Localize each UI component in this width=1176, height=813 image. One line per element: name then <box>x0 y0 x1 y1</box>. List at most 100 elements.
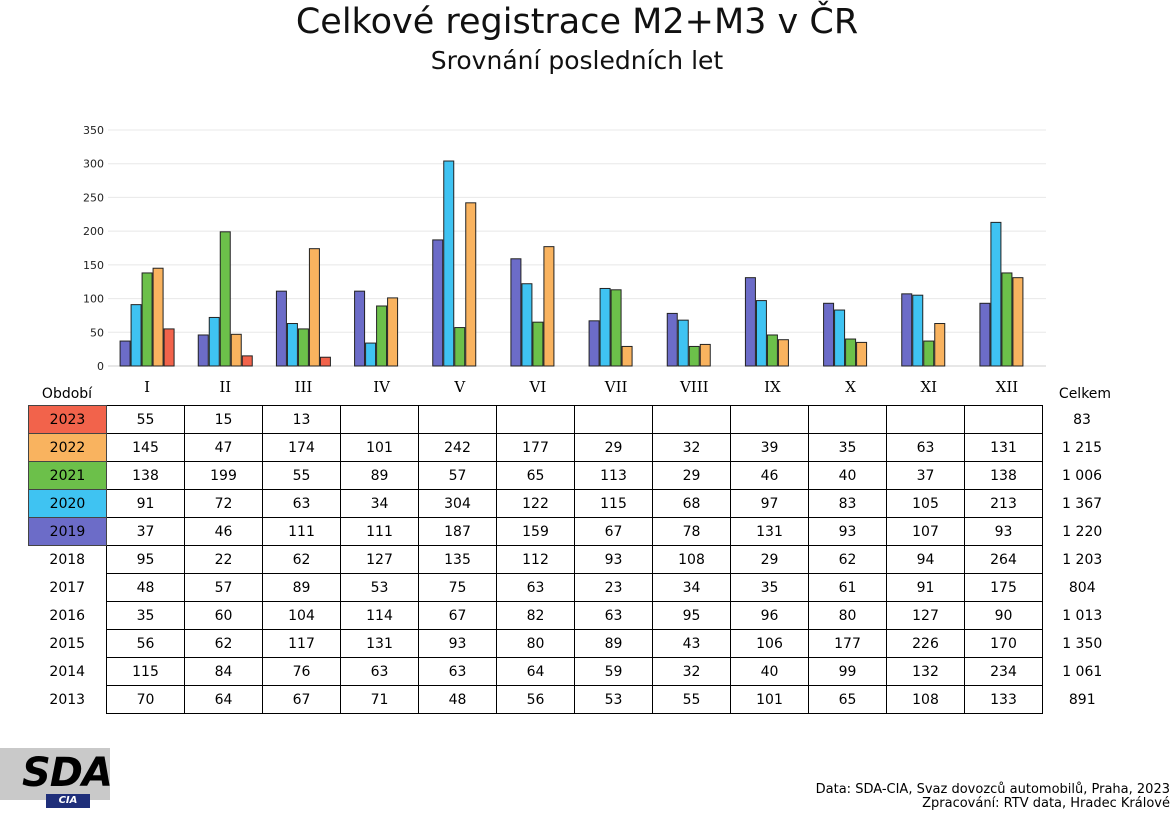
bar-2022-VII <box>621 345 633 367</box>
table-cell: 55 <box>106 405 185 434</box>
table-cell: 67 <box>262 685 341 714</box>
table-row: 2023 55 15 13 83 <box>28 405 1122 434</box>
table-cell: 93 <box>574 545 653 574</box>
table-cell: 170 <box>964 629 1043 658</box>
table-cell <box>652 405 731 434</box>
bar-2019-I <box>119 340 131 367</box>
row-year: 2017 <box>49 579 86 596</box>
bar-2022-IX <box>777 339 789 367</box>
row-year: 2020 <box>28 489 107 518</box>
x-tick-label: V <box>453 378 466 396</box>
table-cell: 37 <box>886 461 965 490</box>
table-cell: 95 <box>652 601 731 630</box>
table-cell <box>496 405 575 434</box>
table-cell: 84 <box>184 657 263 686</box>
data-table: 2023 55 15 13 83 2022 145 47 174 101 242 177 29 32 39 3… <box>28 405 1122 714</box>
table-cell: 226 <box>886 629 965 658</box>
y-tick-label: 100 <box>83 293 104 306</box>
bar-2023-I <box>163 328 175 367</box>
table-cell: 115 <box>106 657 185 686</box>
bar-2021-VI <box>532 321 544 367</box>
row-total: 1 350 <box>1062 635 1103 652</box>
table-cell <box>418 405 497 434</box>
row-year: 2022 <box>28 433 107 462</box>
y-tick-label: 250 <box>83 191 104 204</box>
bar-2020-V <box>443 160 455 367</box>
table-cell: 56 <box>496 685 575 714</box>
table-cell: 15 <box>184 405 263 434</box>
bar-2022-VI <box>543 246 555 367</box>
source-note: Data: SDA-CIA, Svaz dovozců automobilů, … <box>816 783 1170 811</box>
table-cell: 62 <box>808 545 887 574</box>
table-row: 2014 115 84 76 63 63 64 59 32 40 99 132 234 1 061 <box>29 657 1122 686</box>
table-cell: 40 <box>808 461 887 490</box>
table-cell: 89 <box>574 629 653 658</box>
table-row: 2019 37 46 111 111 187 159 67 78 131 93 107 93 1 220 <box>28 517 1122 546</box>
bar-2022-VIII <box>699 343 711 367</box>
table-cell: 71 <box>340 685 419 714</box>
table-cell: 199 <box>184 461 263 490</box>
table-cell: 99 <box>808 657 887 686</box>
table-cell: 89 <box>340 461 419 490</box>
table-cell: 23 <box>574 573 653 602</box>
period-header: Období <box>41 386 93 402</box>
row-total: 1 215 <box>1061 439 1103 456</box>
bar-2021-XI <box>923 340 935 367</box>
table-cell: 32 <box>652 433 731 462</box>
bar-2022-II <box>230 333 242 367</box>
y-tick-label: 0 <box>97 360 104 373</box>
table-cell: 63 <box>886 433 965 462</box>
table-cell: 105 <box>886 489 965 518</box>
x-tick-label: I <box>144 378 150 396</box>
bar-2019-III <box>275 290 287 367</box>
y-tick-label: 350 <box>83 124 104 137</box>
table-cell: 59 <box>574 657 653 686</box>
logo-subtext: CIA <box>46 794 90 808</box>
total-header: Celkem <box>1058 386 1112 402</box>
row-total: 1 203 <box>1062 551 1103 568</box>
table-cell: 43 <box>652 629 731 658</box>
bar-2020-VIII <box>677 319 689 367</box>
bar-2019-VI <box>510 258 522 367</box>
table-cell: 138 <box>106 461 185 490</box>
bar-2021-III <box>297 328 309 367</box>
table-cell: 65 <box>808 685 887 714</box>
row-year: 2016 <box>49 607 86 624</box>
table-cell: 174 <box>262 433 341 462</box>
table-cell: 108 <box>886 685 965 714</box>
table-cell: 62 <box>262 545 341 574</box>
table-cell: 131 <box>730 517 809 546</box>
bar-2023-II <box>241 355 253 367</box>
table-cell: 75 <box>418 573 497 602</box>
table-cell: 29 <box>730 545 809 574</box>
table-cell: 39 <box>730 433 809 462</box>
table-cell: 64 <box>496 657 575 686</box>
table-cell: 32 <box>652 657 731 686</box>
row-total: 891 <box>1068 691 1096 708</box>
table-cell: 35 <box>106 601 185 630</box>
table-cell: 145 <box>106 433 185 462</box>
table-cell: 264 <box>964 545 1043 574</box>
table-cell: 82 <box>496 601 575 630</box>
table-cell: 80 <box>808 601 887 630</box>
table-cell: 40 <box>730 657 809 686</box>
bar-2019-V <box>432 239 444 367</box>
row-total: 1 013 <box>1062 607 1103 624</box>
table-cell: 67 <box>574 517 653 546</box>
source-line-data: Data: SDA-CIA, Svaz dovozců automobilů, … <box>815 782 1170 797</box>
table-cell: 113 <box>574 461 653 490</box>
table-row: 2013 70 64 67 71 48 56 53 55 101 65 108 133 891 <box>29 685 1122 714</box>
bar-2021-IV <box>376 305 388 367</box>
table-cell <box>886 405 965 434</box>
table-cell: 91 <box>106 489 185 518</box>
x-tick-label: IX <box>764 378 781 396</box>
table-cell: 112 <box>496 545 575 574</box>
table-cell: 55 <box>652 685 731 714</box>
table-cell: 242 <box>418 433 497 462</box>
table-row: 2018 95 22 62 127 135 112 93 108 29 62 94 264 1 203 <box>29 545 1122 574</box>
table-cell: 90 <box>964 601 1043 630</box>
bar-2022-XI <box>934 323 946 367</box>
table-cell: 57 <box>418 461 497 490</box>
table-row: 2016 35 60 104 114 67 82 63 95 96 80 127 90 1 013 <box>29 601 1122 630</box>
row-total: 804 <box>1068 579 1096 596</box>
